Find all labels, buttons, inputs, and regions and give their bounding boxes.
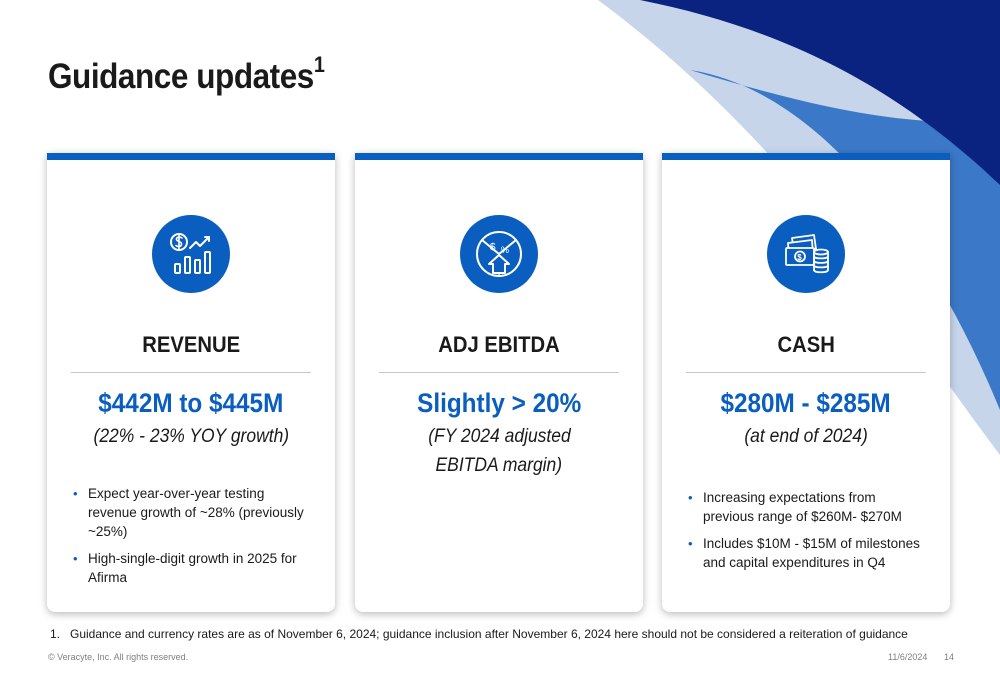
guidance-subtext: (at end of 2024) bbox=[744, 426, 868, 447]
bullet-list: Expect year-over-year testing revenue gr… bbox=[73, 484, 315, 595]
bullet-item: Includes $10M - $15M of milestones and c… bbox=[688, 534, 930, 572]
bullet-item: Increasing expectations from previous ra… bbox=[688, 488, 930, 526]
page-title-text: Guidance updates bbox=[48, 57, 314, 96]
divider bbox=[71, 372, 311, 373]
revenue-chart-icon bbox=[152, 215, 230, 293]
card-heading: REVENUE bbox=[142, 332, 240, 357]
cash-card: $ CASH $280M - $285M (at end of 2024) In… bbox=[662, 153, 950, 612]
revenue-card: REVENUE $442M to $445M (22% - 23% YOY gr… bbox=[47, 153, 335, 612]
guidance-subtext: (FY 2024 adjusted EBITDA margin) bbox=[427, 426, 571, 476]
copyright-text: © Veracyte, Inc. All rights reserved. bbox=[48, 652, 189, 662]
footnote: 1. Guidance and currency rates are as of … bbox=[50, 627, 908, 641]
svg-text:%: % bbox=[501, 245, 509, 255]
guidance-subtext: (22% - 23% YOY growth) bbox=[93, 426, 289, 447]
adj-ebitda-card: $ % ADJ EBITDA Slightly > 20% (FY 2024 a… bbox=[355, 153, 643, 612]
page-number: 14 bbox=[944, 652, 955, 662]
page-title: Guidance updates1 bbox=[48, 52, 325, 97]
slide-date: 11/6/2024 bbox=[888, 652, 928, 662]
ebitda-percent-icon: $ % bbox=[460, 215, 538, 293]
title-footnote-marker: 1 bbox=[313, 52, 325, 77]
card-heading: CASH bbox=[777, 332, 835, 357]
bullet-list: Increasing expectations from previous ra… bbox=[688, 488, 930, 580]
guidance-value: $442M to $445M bbox=[98, 388, 284, 418]
svg-text:$: $ bbox=[797, 253, 802, 262]
cash-icon: $ bbox=[767, 215, 845, 293]
svg-text:$: $ bbox=[490, 242, 496, 253]
divider bbox=[686, 372, 926, 373]
divider bbox=[379, 372, 619, 373]
bullet-item: High-single-digit growth in 2025 for Afi… bbox=[73, 549, 315, 587]
bullet-item: Expect year-over-year testing revenue gr… bbox=[73, 484, 315, 541]
guidance-value: Slightly > 20% bbox=[416, 388, 582, 418]
footnote-number: 1. bbox=[50, 627, 61, 641]
footnote-text: Guidance and currency rates are as of No… bbox=[70, 627, 908, 641]
card-heading: ADJ EBITDA bbox=[438, 332, 560, 357]
guidance-value: $280M - $285M bbox=[720, 388, 892, 418]
